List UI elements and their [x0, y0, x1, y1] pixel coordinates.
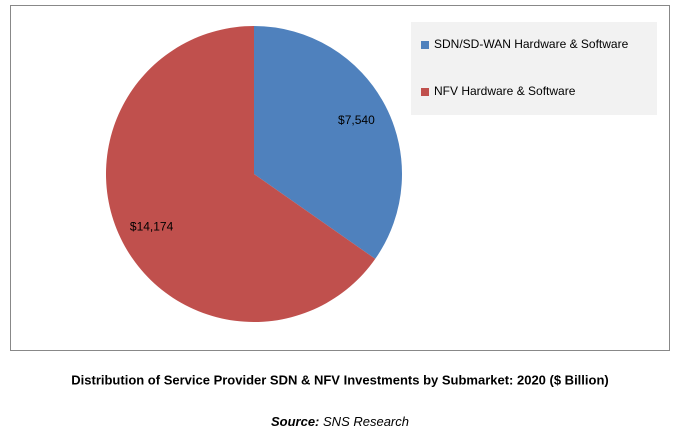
chart-title: Distribution of Service Provider SDN & N…: [71, 372, 608, 387]
source-label: Source:: [271, 414, 319, 429]
legend-swatch: [421, 88, 429, 96]
source-line: Source: SNS Research: [271, 414, 409, 429]
pie-slice: [106, 26, 376, 323]
legend-label: SDN/SD-WAN Hardware & Software: [434, 37, 629, 51]
data-label: $7,540: [338, 113, 375, 127]
source-text: SNS Research: [323, 414, 409, 429]
legend-swatch: [421, 41, 429, 49]
pie-slice: [254, 26, 403, 259]
data-label: $14,174: [130, 219, 174, 233]
legend-label: NFV Hardware & Software: [434, 84, 576, 98]
legend-box: [411, 22, 657, 115]
